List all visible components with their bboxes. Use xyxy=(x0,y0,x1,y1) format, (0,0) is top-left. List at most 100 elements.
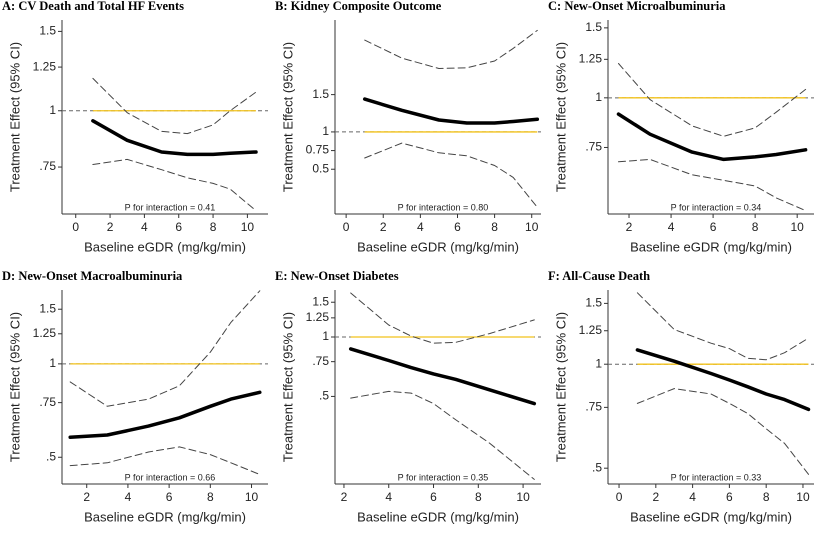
x-tick-label: 4 xyxy=(417,220,424,234)
y-tick-label: 1 xyxy=(595,90,602,104)
ci-line xyxy=(618,158,807,212)
panel-title: D: New-Onset Macroalbuminuria xyxy=(2,269,183,283)
x-tick-label: 6 xyxy=(175,220,182,234)
y-tick-label: 1.5 xyxy=(585,20,602,34)
ci-line xyxy=(364,142,538,208)
x-tick-label: 2 xyxy=(652,490,659,504)
y-tick-label: .75 xyxy=(585,140,602,154)
annotation: P for interaction = 0.35 xyxy=(398,472,489,482)
estimate-line xyxy=(68,390,262,440)
x-tick-label: 8 xyxy=(752,220,759,234)
y-tick-label: 1.5 xyxy=(312,87,329,101)
x-tick-label: 6 xyxy=(710,220,717,234)
y-tick-label: 1.5 xyxy=(39,24,56,38)
x-tick-label: 8 xyxy=(475,490,482,504)
estimate-line xyxy=(635,348,811,412)
y-tick-label: 1 xyxy=(322,124,329,138)
y-tick-label: .75 xyxy=(585,400,602,414)
x-tick-label: 10 xyxy=(245,490,259,504)
x-tick-label: 6 xyxy=(430,490,437,504)
ci-line xyxy=(364,29,538,69)
y-tick-label: 1 xyxy=(49,356,56,370)
panel-title: E: New-Onset Diabetes xyxy=(275,269,399,283)
panel-title: F: All-Cause Death xyxy=(548,269,650,283)
x-tick-label: 6 xyxy=(454,220,461,234)
y-axis-label: Treatment Effect (95% CI) xyxy=(553,312,568,462)
ci-line xyxy=(350,390,535,480)
y-tick-label: 0.5 xyxy=(312,161,329,175)
x-axis-label: Baseline eGDR (mg/kg/min) xyxy=(357,239,519,254)
y-tick-label: 1.25 xyxy=(579,323,603,337)
x-tick-label: 4 xyxy=(125,490,132,504)
x-tick-label: 8 xyxy=(207,490,214,504)
annotation: P for interaction = 0.33 xyxy=(671,472,762,482)
y-tick-label: .5 xyxy=(319,389,329,403)
y-tick-label: 1 xyxy=(49,103,56,117)
y-tick-label: 1.5 xyxy=(585,296,602,310)
y-tick-label: 1.25 xyxy=(33,326,57,340)
y-tick-label: 1 xyxy=(595,356,602,370)
x-tick-label: 2 xyxy=(341,490,348,504)
estimate-line xyxy=(362,97,540,125)
annotation: P for interaction = 0.66 xyxy=(125,472,216,482)
ci-line xyxy=(636,388,809,475)
x-tick-label: 10 xyxy=(241,220,255,234)
y-axis-label: Treatment Effect (95% CI) xyxy=(280,42,295,192)
y-tick-label: 1.25 xyxy=(306,310,330,324)
y-tick-label: 1.25 xyxy=(579,51,603,65)
x-tick-label: 8 xyxy=(210,220,217,234)
y-axis-label: Treatment Effect (95% CI) xyxy=(7,312,22,462)
ci-line xyxy=(618,63,807,137)
x-tick-label: 10 xyxy=(791,220,805,234)
x-tick-label: 8 xyxy=(491,220,498,234)
x-tick-label: 10 xyxy=(525,220,539,234)
panel-title: A: CV Death and Total HF Events xyxy=(2,0,184,13)
ci-line xyxy=(350,292,535,344)
y-tick-label: 0.75 xyxy=(306,143,330,157)
estimate-line xyxy=(348,347,537,406)
panel-title: C: New-Onset Microalbuminuria xyxy=(548,0,726,13)
y-axis-label: Treatment Effect (95% CI) xyxy=(280,312,295,462)
y-tick-label: .75 xyxy=(39,395,56,409)
annotation: P for interaction = 0.34 xyxy=(671,202,762,212)
y-axis-label: Treatment Effect (95% CI) xyxy=(553,42,568,192)
x-axis-label: Baseline eGDR (mg/kg/min) xyxy=(630,239,792,254)
x-axis-label: Baseline eGDR (mg/kg/min) xyxy=(630,509,792,524)
x-tick-label: 2 xyxy=(626,220,633,234)
y-tick-label: 1 xyxy=(322,329,329,343)
x-tick-label: 4 xyxy=(689,490,696,504)
y-tick-label: 1.5 xyxy=(312,294,329,308)
y-tick-label: .5 xyxy=(46,449,56,463)
estimate-line xyxy=(616,112,808,162)
annotation: P for interaction = 0.41 xyxy=(125,202,216,212)
x-tick-label: 6 xyxy=(726,490,733,504)
x-tick-label: 0 xyxy=(343,220,350,234)
x-tick-label: 6 xyxy=(166,490,173,504)
y-tick-label: 1.5 xyxy=(39,301,56,315)
x-tick-label: 0 xyxy=(72,220,79,234)
x-tick-label: 10 xyxy=(796,490,810,504)
x-axis-label: Baseline eGDR (mg/kg/min) xyxy=(357,509,519,524)
ci-line xyxy=(69,290,261,407)
panel-title: B: Kidney Composite Outcome xyxy=(275,0,442,13)
x-tick-label: 2 xyxy=(83,490,90,504)
ci-line xyxy=(92,158,257,212)
x-axis-label: Baseline eGDR (mg/kg/min) xyxy=(84,509,246,524)
x-tick-label: 4 xyxy=(141,220,148,234)
y-tick-label: 1.25 xyxy=(33,59,57,73)
ci-line xyxy=(69,446,261,475)
estimate-line xyxy=(91,119,258,157)
annotation: P for interaction = 0.80 xyxy=(398,202,489,212)
x-tick-label: 8 xyxy=(763,490,770,504)
ci-line xyxy=(92,77,257,135)
x-tick-label: 4 xyxy=(385,490,392,504)
y-tick-label: .75 xyxy=(312,354,329,368)
x-tick-label: 2 xyxy=(107,220,114,234)
y-axis-label: Treatment Effect (95% CI) xyxy=(7,42,22,192)
x-tick-label: 10 xyxy=(516,490,530,504)
y-tick-label: .75 xyxy=(39,159,56,173)
x-tick-label: 2 xyxy=(380,220,387,234)
ci-line xyxy=(636,292,809,361)
x-axis-label: Baseline eGDR (mg/kg/min) xyxy=(84,239,246,254)
